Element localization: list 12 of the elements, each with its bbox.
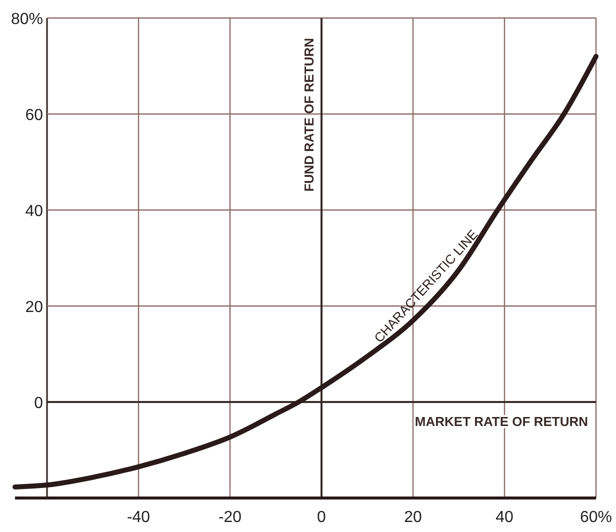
x-tick-label: 60% [580,509,612,526]
x-tick-label: 40 [496,509,514,526]
y-tick-label: 80% [10,11,44,28]
y-tick-label: 20 [25,299,44,316]
x-tick-label: 0 [317,509,326,526]
y-axis-title: FUND RATE OF RETURN [302,38,317,192]
y-tick-label: 40 [25,203,44,220]
x-tick-label: -20 [218,509,242,526]
y-tick-label: 60 [25,107,44,124]
x-tick-label: -40 [126,509,150,526]
x-tick-label: 20 [404,509,422,526]
y-tick-label: 0 [34,395,44,412]
